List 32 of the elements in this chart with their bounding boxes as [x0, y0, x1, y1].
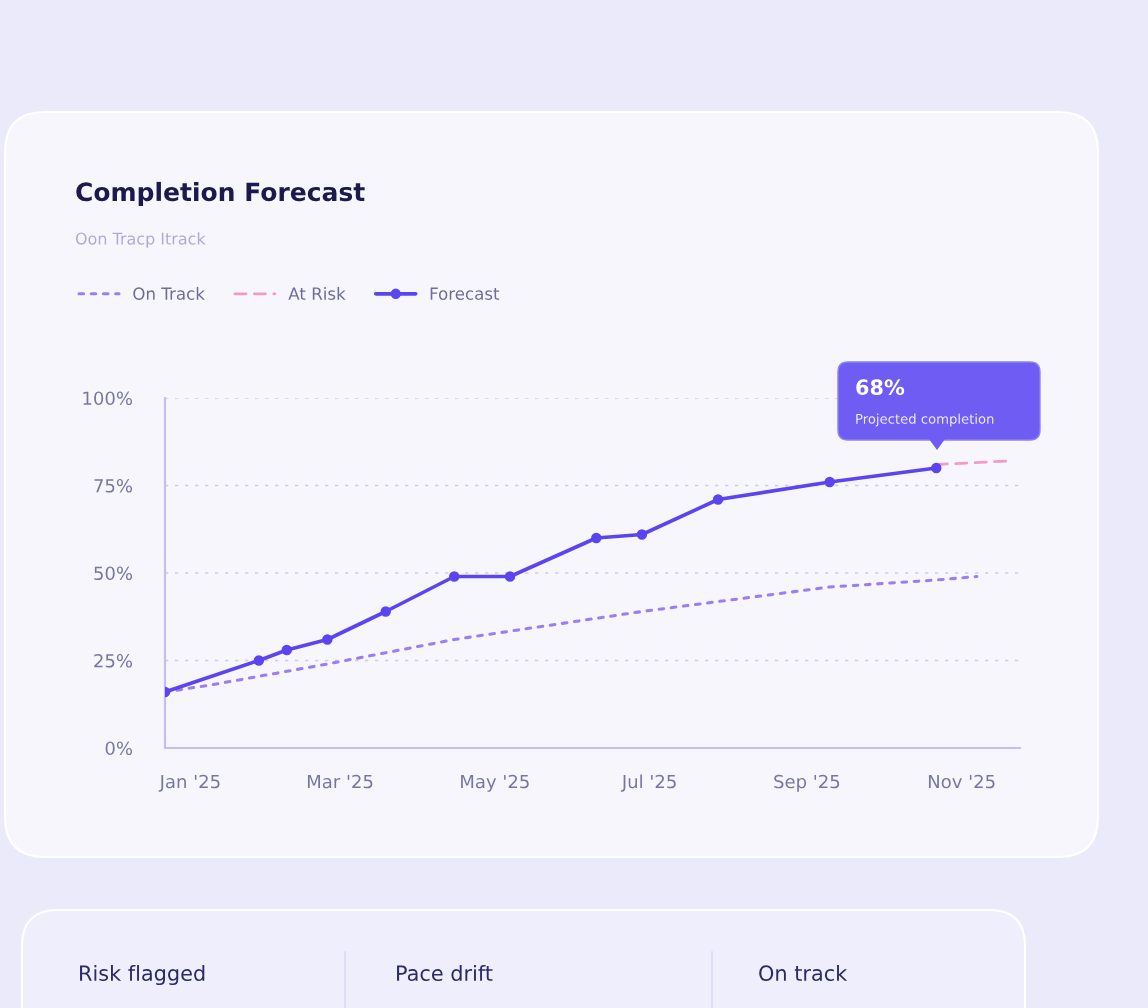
- x-tick-label: Sep '25: [774, 774, 840, 792]
- y-tick-label: 25%: [94, 653, 133, 668]
- y-tick-label: 100%: [83, 391, 133, 406]
- point: [504, 571, 516, 582]
- annotation: Projected completion: [856, 413, 994, 427]
- point: [931, 462, 942, 474]
- legend-label: On Track: [133, 287, 205, 300]
- chart-title: Completion Forecast: [76, 181, 365, 207]
- legend-label: Forecast: [430, 287, 500, 300]
- point: [591, 532, 602, 544]
- x-tick-label: Jul '25: [620, 774, 676, 792]
- point: [322, 634, 333, 645]
- chart-subtitle: Oon Tracp Itrack: [75, 232, 206, 248]
- text: Pace drift: [397, 964, 493, 982]
- point: [380, 606, 391, 617]
- point: [824, 476, 835, 488]
- text: On track: [759, 964, 848, 982]
- y-tick-label: 75%: [94, 478, 133, 493]
- point: [712, 494, 724, 505]
- point: [449, 571, 460, 582]
- text: 68%: [856, 379, 905, 396]
- y-tick-label: 50%: [94, 566, 133, 581]
- point: [636, 529, 648, 540]
- point: [253, 655, 265, 666]
- x-tick-label: May '25: [461, 774, 529, 792]
- y-tick-label: 0%: [105, 741, 133, 756]
- point: [281, 644, 292, 656]
- x-tick-label: Jan '25: [158, 774, 220, 792]
- x-tick-label: Mar '25: [307, 774, 373, 789]
- text: Risk flagged: [80, 964, 205, 986]
- legend-label: At Risk: [288, 287, 346, 300]
- x-tick-label: Nov '25: [928, 774, 995, 789]
